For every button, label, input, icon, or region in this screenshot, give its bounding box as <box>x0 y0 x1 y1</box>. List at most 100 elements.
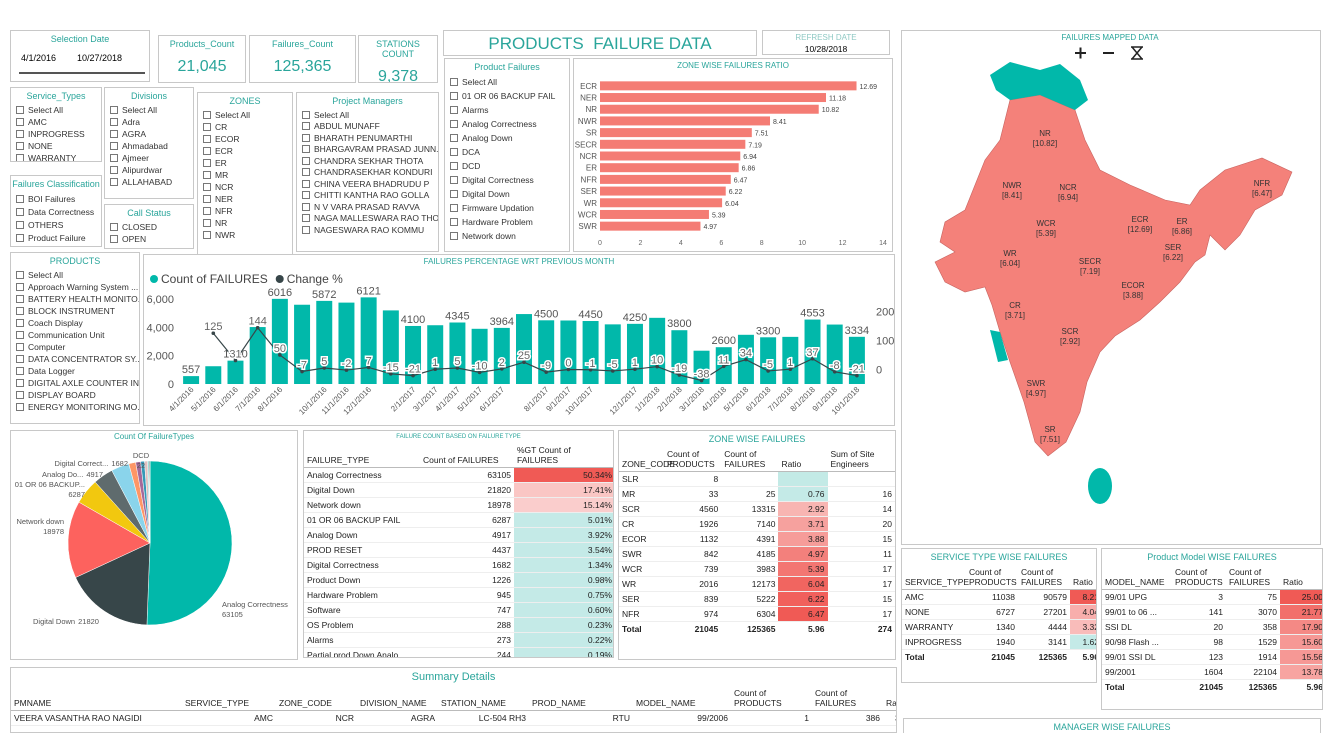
item-label: DIGITAL AXLE COUNTER IN... <box>28 378 140 388</box>
slicer-item[interactable]: Select All <box>297 109 438 121</box>
slicer-item[interactable]: NFR <box>198 205 292 217</box>
slicer-item[interactable]: CR <box>198 121 292 133</box>
slicer-item[interactable]: Ajmeer <box>105 152 193 164</box>
item-label: DATA CONCENTRATOR SY... <box>28 354 140 364</box>
change-label: 50 <box>274 343 286 355</box>
slicer-item[interactable]: Adra <box>105 116 193 128</box>
slicer-item[interactable]: OPEN <box>105 233 193 245</box>
zone-ratio: [8.41] <box>1002 191 1022 200</box>
slicer-item[interactable]: ECOR <box>198 133 292 145</box>
slicer-item[interactable]: NER <box>198 193 292 205</box>
slicer-item[interactable]: ECR <box>198 145 292 157</box>
slicer-item[interactable]: BLOCK INSTRUMENT <box>11 305 139 317</box>
slicer-item[interactable]: Data Correctness <box>11 205 101 218</box>
slicer-item[interactable]: ABDUL MUNAFF <box>297 121 438 133</box>
slicer-item[interactable]: Computer <box>11 341 139 353</box>
slicer-item[interactable]: Select All <box>11 269 139 281</box>
slicer-item[interactable]: CLOSED <box>105 221 193 233</box>
slicer-item[interactable]: N V VARA PRASAD RAVVA <box>297 201 438 213</box>
table-cell: 4.04 <box>1070 604 1096 620</box>
map-label: SER [6.22] <box>1163 243 1183 262</box>
slicer-item[interactable]: 01 OR 06 BACKUP FAIL <box>445 89 569 103</box>
table-cell: 50.34% <box>514 467 613 483</box>
change-point <box>544 370 548 374</box>
date-range-track <box>19 72 145 74</box>
slicer-item[interactable]: DATA CONCENTRATOR SY... <box>11 353 139 365</box>
item-label: DISPLAY BOARD <box>28 390 96 400</box>
slicer-item[interactable]: DCA <box>445 145 569 159</box>
slicer-item[interactable]: Communication Unit <box>11 329 139 341</box>
column-header: Ratio <box>1280 565 1322 590</box>
slicer-item[interactable]: DCD <box>445 159 569 173</box>
item-label: NR <box>215 218 228 228</box>
slicer-item[interactable]: OTHERS <box>11 218 101 231</box>
slicer-item[interactable]: Digital Correctness <box>445 173 569 187</box>
failure-count-table: FAILURE COUNT BASED ON FAILURE TYPE FAILU… <box>303 430 614 658</box>
slicer-item[interactable]: BOI Failures <box>11 192 101 205</box>
map-label: NCR [6.94] <box>1058 183 1078 202</box>
category-label: NER <box>580 94 597 103</box>
zone-wise-table: ZONE WISE FAILURES ZONE_CODE Count of PROD… <box>618 430 896 660</box>
slicer-item[interactable]: CHANDRA SEKHAR THOTA <box>297 155 438 167</box>
slicer-item[interactable]: Alarms <box>445 103 569 117</box>
slicer-item[interactable]: WARRANTY <box>11 152 101 161</box>
slicer-item[interactable]: Alipurdwar <box>105 164 193 176</box>
slicer-item[interactable]: MR <box>198 169 292 181</box>
zone-ratio: [5.39] <box>1036 229 1056 238</box>
table-cell: 16 <box>827 486 895 502</box>
slicer-item[interactable]: AGRA <box>105 128 193 140</box>
slicer-item[interactable]: CHINA VEERA BHADRUDU P <box>297 178 438 190</box>
total-cell: 125365 <box>1226 679 1280 694</box>
slicer-item[interactable]: DISPLAY BOARD <box>11 389 139 401</box>
slicer-item[interactable]: Digital Down <box>445 187 569 201</box>
slice-name: Analog Do... <box>42 470 83 479</box>
slicer-item[interactable]: Analog Correctness <box>445 117 569 131</box>
slicer-item[interactable]: ENERGY MONITORING MO... <box>11 401 139 413</box>
slicer-item[interactable]: Select All <box>105 104 193 116</box>
zone-name: WR <box>1003 249 1017 258</box>
slicer-item[interactable]: Firmware Updation <box>445 201 569 215</box>
slicer-item[interactable]: Network down <box>445 229 569 243</box>
slicer-item[interactable]: ALLAHABAD <box>105 176 193 188</box>
slicer-item[interactable]: Select All <box>198 109 292 121</box>
slicer-item[interactable]: NONE <box>11 140 101 152</box>
change-label: 31 <box>229 348 241 360</box>
slicer-item[interactable]: NCR <box>198 181 292 193</box>
slicer-item[interactable]: Data Logger <box>11 365 139 377</box>
slicer-item[interactable]: Ahmadabad <box>105 140 193 152</box>
slicer-item[interactable]: BATTERY HEALTH MONITO... <box>11 293 139 305</box>
slicer-item[interactable]: Analog Down <box>445 131 569 145</box>
zone-name: SR <box>1044 425 1055 434</box>
slicer-item[interactable]: CHITTI KANTHA RAO GOLLA <box>297 190 438 202</box>
item-label: CHANDRASEKHAR KONDURI <box>314 167 433 178</box>
slicer-item[interactable]: BHARGAVRAM PRASAD JUNN... <box>297 144 438 156</box>
slicer: PRODUCTS Select All Approach Warning Syste… <box>10 252 140 424</box>
slicer-item[interactable]: Hardware Problem <box>445 215 569 229</box>
table-row: PROD RESET 4437 3.54% <box>304 542 613 558</box>
slicer-item[interactable]: Select All <box>11 104 101 116</box>
slicer-item[interactable]: Approach Warning System ... <box>11 281 139 293</box>
table-row: ECOR 1132 4391 3.88 15 <box>619 531 895 547</box>
slicer-item[interactable]: Coach Display <box>11 317 139 329</box>
slicer-item[interactable]: NWR <box>198 229 292 241</box>
slicer-title: Service_Types <box>26 91 86 101</box>
slicer-item[interactable]: CHANDRASEKHAR KONDURI <box>297 167 438 179</box>
total-cell: Total <box>1102 679 1172 694</box>
slicer-item[interactable]: NAGA MALLESWARA RAO THO... <box>297 213 438 225</box>
checkbox <box>450 204 458 212</box>
slicer-item[interactable]: Select All <box>445 75 569 89</box>
slicer-item[interactable]: BHARATH PENUMARTHI <box>297 132 438 144</box>
table-row: NFR 974 6304 6.47 17 <box>619 606 895 622</box>
slicer-item[interactable]: DIGITAL AXLE COUNTER IN... <box>11 377 139 389</box>
table-cell: 11 <box>827 546 895 562</box>
map-label: ER [6.86] <box>1172 217 1192 236</box>
slicer-item[interactable]: ER <box>198 157 292 169</box>
slicer-item[interactable]: INPROGRESS <box>11 128 101 140</box>
slicer-item[interactable]: AMC <box>11 116 101 128</box>
slicer-item[interactable]: NAGESWARA RAO KOMMU <box>297 224 438 236</box>
slicer-item[interactable]: NR <box>198 217 292 229</box>
data-table: MODEL_NAME Count of PRODUCTS Count of FAIL… <box>1102 565 1322 694</box>
table-cell: 99/2006 <box>633 710 731 726</box>
slicer-item[interactable]: Product Failure <box>11 231 101 244</box>
checkbox <box>302 214 310 223</box>
